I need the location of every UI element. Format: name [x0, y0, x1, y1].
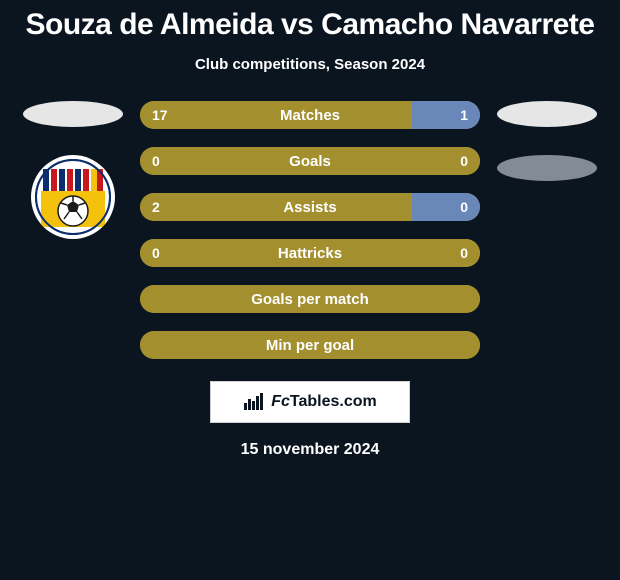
stat-bar-right — [412, 101, 480, 129]
stat-row: 17 1 Matches — [140, 101, 480, 129]
player-silhouette-left — [23, 101, 123, 127]
stat-row: 0 0 Goals — [140, 147, 480, 175]
stat-value-right: 1 — [460, 107, 468, 123]
club-badge-left — [31, 155, 115, 239]
date-text: 15 november 2024 — [241, 441, 380, 459]
fctables-logo-icon — [243, 393, 265, 411]
right-player-col — [492, 101, 602, 359]
stat-value-right: 0 — [460, 199, 468, 215]
brand-badge[interactable]: FcTables.com — [210, 381, 410, 423]
left-player-col — [18, 101, 128, 359]
stat-value-left: 2 — [152, 199, 160, 215]
stat-label: Goals — [289, 153, 331, 170]
stat-label: Matches — [280, 107, 340, 124]
bsc-badge-icon — [35, 159, 111, 235]
stat-label: Min per goal — [266, 337, 354, 354]
stats-column: 17 1 Matches 0 0 Goals 2 0 Assists 0 0 Hattricks Goa… — [140, 101, 480, 359]
stat-bar-right — [412, 193, 480, 221]
stat-label: Assists — [283, 199, 336, 216]
stat-label: Goals per match — [251, 291, 369, 308]
stat-value-right: 0 — [460, 153, 468, 169]
player-silhouette-right-1 — [497, 101, 597, 127]
stat-value-left: 17 — [152, 107, 168, 123]
stat-row: Goals per match — [140, 285, 480, 313]
stat-row: 2 0 Assists — [140, 193, 480, 221]
comparison-panel: 17 1 Matches 0 0 Goals 2 0 Assists 0 0 Hattricks Goa… — [0, 101, 620, 359]
stat-bar-left — [140, 193, 412, 221]
stat-row: Min per goal — [140, 331, 480, 359]
stat-row: 0 0 Hattricks — [140, 239, 480, 267]
stat-value-right: 0 — [460, 245, 468, 261]
stat-value-left: 0 — [152, 245, 160, 261]
stat-bar-left — [140, 101, 412, 129]
page-title: Souza de Almeida vs Camacho Navarrete — [26, 8, 595, 42]
player-silhouette-right-2 — [497, 155, 597, 181]
brand-text: FcTables.com — [271, 393, 377, 411]
stat-value-left: 0 — [152, 153, 160, 169]
subtitle: Club competitions, Season 2024 — [195, 56, 425, 73]
stat-label: Hattricks — [278, 245, 342, 262]
